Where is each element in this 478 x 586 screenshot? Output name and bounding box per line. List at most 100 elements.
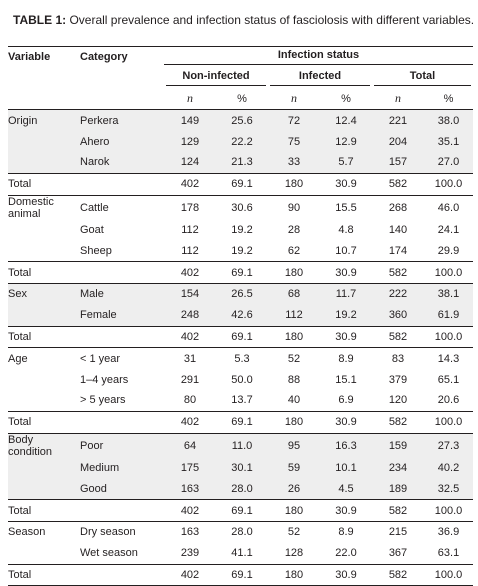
category-name: Goat bbox=[80, 223, 104, 236]
cell-count: 360 bbox=[372, 304, 424, 327]
cell-count: 33 bbox=[268, 151, 320, 174]
total-row: Total 402 69.1 180 30.9 582 100.0 bbox=[8, 410, 474, 434]
header-row-3: n % n % n % bbox=[8, 89, 473, 110]
cell-count: 90 bbox=[268, 194, 320, 220]
cell-percent: 61.9 bbox=[424, 304, 474, 327]
header-non-infected-label: Non-infected bbox=[166, 70, 266, 87]
cell-percent: 15.5 bbox=[320, 194, 372, 220]
caption-label: TABLE 1: bbox=[13, 13, 67, 27]
table-row: Age < 1 year 31 5.3 52 8.9 83 14.3 bbox=[8, 347, 474, 370]
variable-empty bbox=[8, 543, 80, 564]
cell-percent: 50.0 bbox=[231, 373, 253, 386]
cell-percent: 5.7 bbox=[320, 151, 372, 174]
cell-count: 367 bbox=[388, 547, 408, 560]
cell-count: 222 bbox=[372, 282, 424, 305]
category-name: Narok bbox=[80, 151, 164, 174]
cell-percent: 21.3 bbox=[216, 151, 268, 174]
cell-count: 221 bbox=[372, 109, 424, 132]
total-count: 582 bbox=[372, 410, 424, 434]
header-pct: % bbox=[443, 92, 454, 105]
cell-percent: 5.3 bbox=[216, 347, 268, 370]
total-label: Total bbox=[8, 410, 80, 434]
cell-count: 234 bbox=[372, 457, 424, 479]
category-name: Poor bbox=[80, 432, 164, 458]
category-name: Dry season bbox=[80, 520, 164, 543]
cell-percent: 28.0 bbox=[216, 520, 268, 543]
cell-count: 239 bbox=[180, 547, 200, 560]
cell-count: 175 bbox=[164, 457, 216, 479]
variable-name: Age bbox=[8, 347, 80, 370]
cell-percent: 27.0 bbox=[424, 151, 474, 174]
total-percent: 30.9 bbox=[320, 325, 372, 348]
variable-empty bbox=[8, 131, 80, 152]
total-row: Total 402 69.1 180 30.9 582 100.0 bbox=[8, 563, 474, 586]
cell-percent: 22.2 bbox=[216, 131, 268, 152]
total-empty bbox=[80, 499, 164, 522]
cell-percent: 38.0 bbox=[424, 109, 474, 132]
cell-percent: 36.9 bbox=[424, 520, 474, 543]
cell-count: 31 bbox=[164, 347, 216, 370]
table-row: Sex Male 154 26.5 68 11.7 222 38.1 bbox=[8, 282, 474, 305]
cell-count: 268 bbox=[372, 194, 424, 220]
table-row: Sheep 112 19.2 62 10.7 174 29.9 bbox=[8, 240, 473, 261]
cell-percent: 16.3 bbox=[320, 432, 372, 458]
table-row: 1–4 years 291 50.0 88 15.1 379 65.1 bbox=[8, 369, 473, 390]
cell-count: 379 bbox=[388, 373, 408, 386]
cell-count: 157 bbox=[372, 151, 424, 174]
header-n: n bbox=[395, 91, 401, 106]
header-infected-label: Infected bbox=[270, 70, 370, 87]
cell-percent: 8.9 bbox=[320, 520, 372, 543]
header-category: Category bbox=[80, 45, 164, 68]
cell-count: 83 bbox=[372, 347, 424, 370]
cell-percent: 20.6 bbox=[437, 394, 460, 407]
header-n: n bbox=[187, 91, 193, 106]
cell-percent: 32.5 bbox=[424, 478, 474, 500]
header-total: Total bbox=[372, 68, 473, 89]
cell-percent: 46.0 bbox=[424, 194, 474, 220]
variable-empty bbox=[8, 151, 80, 174]
cell-count: 120 bbox=[388, 394, 408, 407]
table-row: Domestic animal Cattle 178 30.6 90 15.5 268 46.… bbox=[8, 194, 474, 220]
total-count: 402 bbox=[164, 325, 216, 348]
cell-count: 95 bbox=[268, 432, 320, 458]
cell-count: 68 bbox=[268, 282, 320, 305]
cell-count: 112 bbox=[181, 223, 199, 236]
cell-count: 88 bbox=[287, 373, 301, 386]
variable-name: Domestic animal bbox=[8, 194, 80, 220]
cell-count: 52 bbox=[268, 347, 320, 370]
header-infection-status-label: Infection status bbox=[164, 49, 474, 66]
total-count: 402 bbox=[164, 499, 216, 522]
cell-count: 52 bbox=[268, 520, 320, 543]
cell-count: 149 bbox=[164, 109, 216, 132]
cell-count: 40 bbox=[287, 394, 301, 407]
cell-percent: 15.1 bbox=[335, 373, 357, 386]
category-name: > 5 years bbox=[80, 394, 126, 407]
table-row: Ahero 129 22.2 75 12.9 204 35.1 bbox=[8, 131, 474, 152]
variable-empty bbox=[8, 390, 80, 411]
cell-count: 62 bbox=[287, 244, 301, 257]
cell-percent: 13.7 bbox=[231, 394, 253, 407]
total-percent: 100.0 bbox=[424, 261, 474, 284]
cell-percent: 4.5 bbox=[320, 478, 372, 500]
cell-percent: 28.0 bbox=[216, 478, 268, 500]
table-caption: TABLE 1: Overall prevalence and infectio… bbox=[13, 13, 475, 27]
header-total-label: Total bbox=[374, 70, 471, 87]
caption-text: Overall prevalence and infection status … bbox=[69, 13, 475, 27]
category-name: Perkera bbox=[80, 109, 164, 132]
cell-percent: 19.2 bbox=[320, 304, 372, 327]
cell-percent: 25.6 bbox=[216, 109, 268, 132]
cell-percent: 19.2 bbox=[231, 244, 253, 257]
cell-count: 28 bbox=[287, 223, 301, 236]
total-label: Total bbox=[8, 172, 80, 196]
variable-empty bbox=[8, 240, 80, 261]
cell-percent: 11.7 bbox=[320, 282, 372, 305]
total-percent: 100.0 bbox=[424, 172, 474, 196]
cell-percent: 40.2 bbox=[424, 457, 474, 479]
cell-percent: 11.0 bbox=[216, 432, 268, 458]
total-empty bbox=[80, 325, 164, 348]
variable-name: Origin bbox=[8, 109, 80, 132]
total-count: 582 bbox=[372, 499, 424, 522]
total-percent: 100.0 bbox=[424, 563, 474, 586]
cell-count: 204 bbox=[372, 131, 424, 152]
category-name: Sheep bbox=[80, 244, 112, 257]
